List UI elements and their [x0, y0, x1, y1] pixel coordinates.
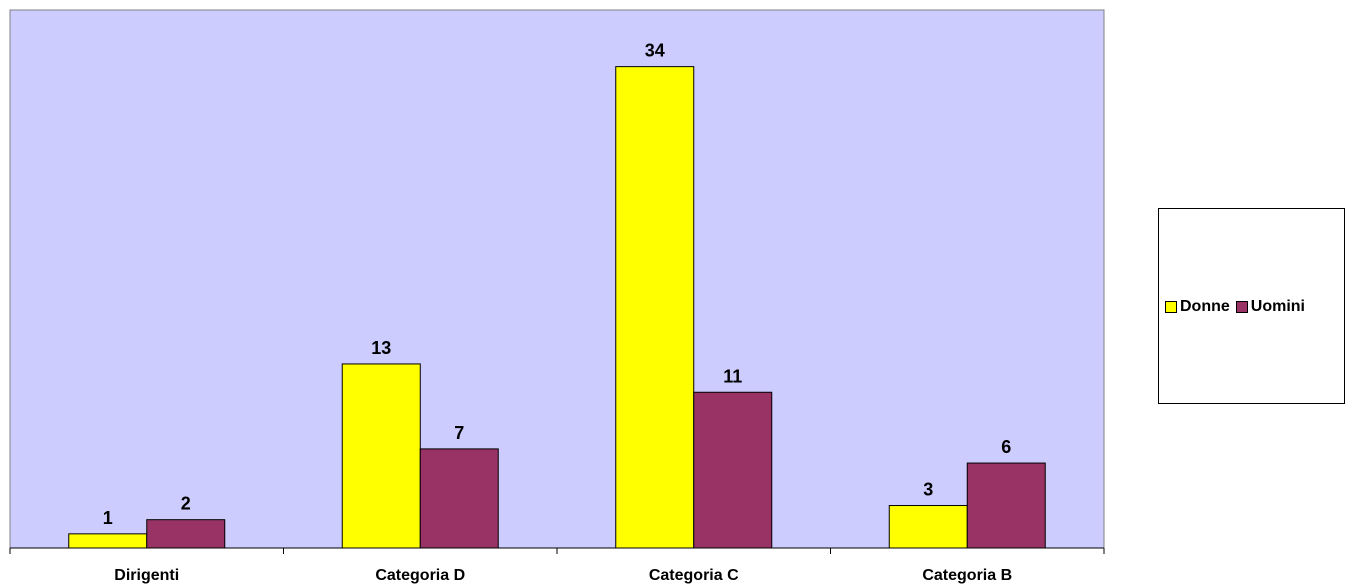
data-label-uomini-categoria-b: 6: [1001, 437, 1011, 457]
bar-uomini-dirigenti: [146, 519, 226, 549]
bar-donne-categoria-b: [888, 505, 968, 549]
legend-label-donne: Donne: [1180, 298, 1230, 315]
legend-item-uomini: Uomini: [1235, 298, 1305, 316]
x-tick-label-categoria-b: Categoria B: [922, 567, 1012, 584]
legend-item-donne: Donne: [1165, 298, 1230, 316]
data-label-donne-categoria-b: 3: [923, 480, 933, 500]
legend-swatch-donne: [1165, 301, 1177, 313]
legend-swatch-uomini: [1235, 301, 1248, 313]
plot-area: [9, 9, 1105, 549]
data-label-donne-categoria-c: 34: [645, 41, 665, 61]
x-tick-label-categoria-d: Categoria D: [375, 567, 465, 584]
legend-row: Donne Uomini: [1165, 298, 1311, 316]
data-label-donne-dirigenti: 1: [103, 508, 113, 528]
data-label-uomini-categoria-c: 11: [723, 366, 742, 386]
x-tick-label-categoria-c: Categoria C: [649, 567, 739, 584]
data-label-uomini-dirigenti: 2: [181, 494, 191, 514]
bar-uomini-categoria-b: [966, 462, 1046, 549]
data-label-uomini-categoria-d: 7: [454, 423, 464, 443]
legend-label-uomini: Uomini: [1250, 298, 1305, 315]
bar-uomini-categoria-c: [693, 391, 773, 549]
bar-donne-categoria-c: [615, 66, 695, 549]
bar-uomini-categoria-d: [419, 448, 499, 549]
bar-donne-dirigenti: [68, 533, 148, 549]
x-tick-label-dirigenti: Dirigenti: [114, 567, 179, 584]
bar-donne-categoria-d: [341, 363, 421, 549]
legend: Donne Uomini: [1158, 208, 1345, 404]
data-label-donne-categoria-d: 13: [371, 338, 391, 358]
